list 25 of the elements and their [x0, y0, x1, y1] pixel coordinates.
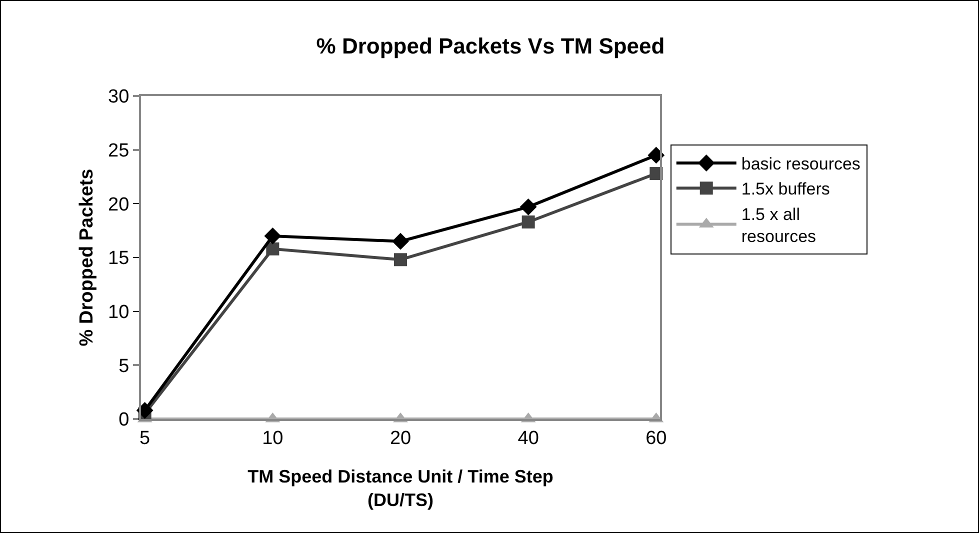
- y-tick-label: 10: [108, 302, 130, 323]
- point: [136, 402, 154, 419]
- point: [394, 253, 407, 266]
- y-tick-label: 25: [108, 140, 130, 162]
- legend-label: 1.5 x all resources: [741, 204, 816, 246]
- y-axis-title: % Dropped Packets: [76, 168, 98, 346]
- x-tick-label: 20: [390, 428, 412, 449]
- y-tick-label: 15: [108, 248, 130, 270]
- point: [392, 232, 409, 250]
- x-tick-label: 60: [646, 428, 667, 449]
- point: [264, 228, 282, 244]
- x-tick-label: 40: [518, 428, 539, 449]
- point: [522, 215, 535, 228]
- y-tick-label: 30: [108, 86, 130, 108]
- legend-label: basic resources: [741, 154, 860, 174]
- x-tick-label: 5: [140, 428, 150, 449]
- y-tick-label: 5: [118, 356, 130, 377]
- legend-label: 1.5x buffers: [741, 180, 830, 199]
- point: [520, 198, 537, 216]
- x-axis-title: TM Speed Distance Unit / Time Step (DU/TS): [248, 466, 554, 510]
- x-tick-label: 10: [262, 428, 284, 449]
- y-tick-label: 20: [108, 194, 130, 216]
- y-tick-label: 0: [118, 410, 130, 431]
- point: [266, 242, 280, 256]
- chart-title: % Dropped Packets Vs TM Speed: [316, 34, 665, 59]
